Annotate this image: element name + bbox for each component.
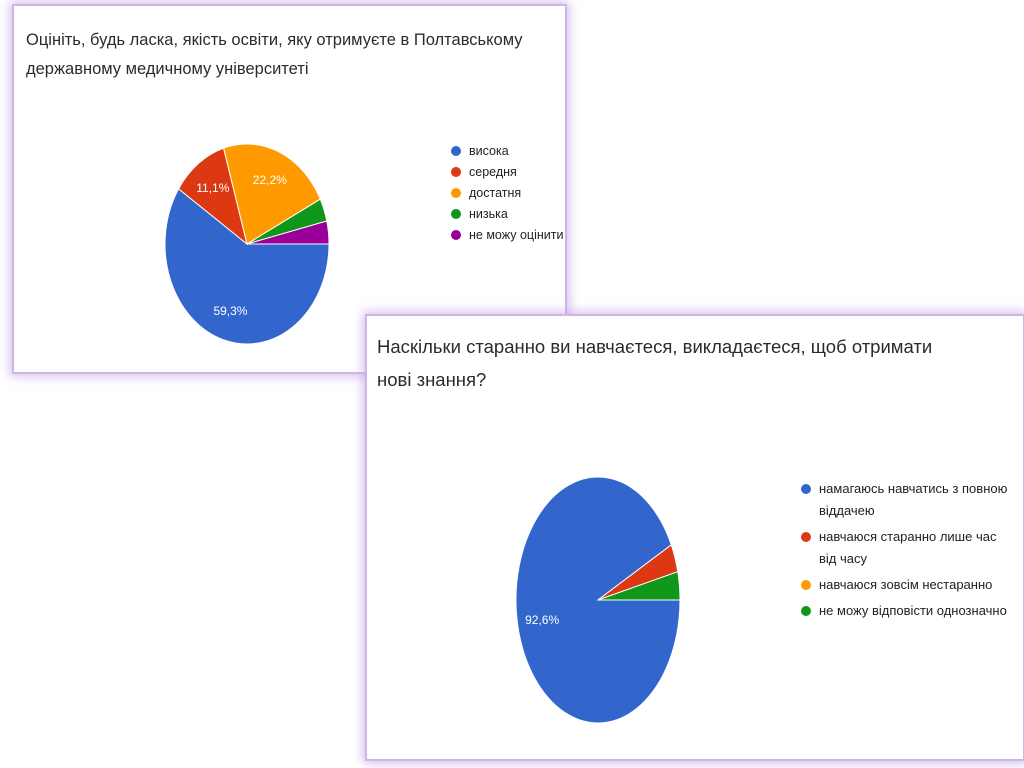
- pie-slice[interactable]: [597, 570, 681, 601]
- slice-label: 92,6%: [525, 613, 559, 627]
- legend-label: достатня: [469, 186, 522, 200]
- legend-label: не можу оцінити: [469, 228, 564, 242]
- legend-label: низька: [469, 207, 508, 221]
- legend-swatch: [801, 580, 811, 590]
- legend-label: висока: [469, 144, 509, 158]
- slice-label: 59,3%: [213, 304, 247, 318]
- legend-label: середня: [469, 165, 517, 179]
- legend-swatch: [451, 146, 461, 156]
- legend-label: навчаюся старанно лише час від часу: [819, 529, 997, 566]
- chart-title: Оцініть, будь ласка, якість освіти, яку …: [26, 31, 523, 78]
- legend-swatch: [451, 188, 461, 198]
- legend-item: намагаюсь навчатись з повною віддачею: [801, 478, 1011, 522]
- chart-card-study-diligence: Наскільки старанно ви навчаєтеся, виклад…: [365, 314, 1024, 761]
- legend-item: навчаюся старанно лише час від часу: [801, 526, 1011, 570]
- chart-title: Наскільки старанно ви навчаєтеся, виклад…: [377, 336, 933, 390]
- pie-chart-education-quality: 59,3% 11,1% 22,2%: [164, 143, 330, 345]
- legend-swatch: [801, 532, 811, 542]
- pie-chart-study-diligence: 92,6%: [515, 476, 681, 724]
- legend-label: намагаюсь навчатись з повною віддачею: [819, 481, 1008, 518]
- slice-label: 11,1%: [196, 181, 229, 195]
- legend-swatch: [451, 230, 461, 240]
- legend-item: низька: [451, 206, 566, 227]
- pie-slice[interactable]: [164, 188, 330, 345]
- chart-legend: намагаюсь навчатись з повною віддачею на…: [801, 478, 1011, 626]
- chart-legend: висока середня достатня низька не можу о…: [451, 143, 566, 248]
- legend-item: навчаюся зовсім нестаранно: [801, 574, 1011, 596]
- legend-item: не можу оцінити: [451, 227, 566, 248]
- pie-slice[interactable]: [246, 220, 330, 245]
- legend-label: не можу відповісти однозначно: [819, 603, 1007, 618]
- legend-label: навчаюся зовсім нестаранно: [819, 577, 993, 592]
- slice-label: 22,2%: [253, 173, 287, 187]
- legend-item: висока: [451, 143, 566, 164]
- legend-item: достатня: [451, 185, 566, 206]
- legend-item: не можу відповісти однозначно: [801, 600, 1011, 622]
- pie-slice[interactable]: [177, 147, 248, 246]
- legend-swatch: [801, 484, 811, 494]
- pie-slice[interactable]: [223, 143, 321, 245]
- legend-swatch: [451, 209, 461, 219]
- legend-item: середня: [451, 164, 566, 185]
- chart-card-education-quality: Оцініть, будь ласка, якість освіти, яку …: [12, 4, 567, 374]
- legend-swatch: [801, 606, 811, 616]
- legend-swatch: [451, 167, 461, 177]
